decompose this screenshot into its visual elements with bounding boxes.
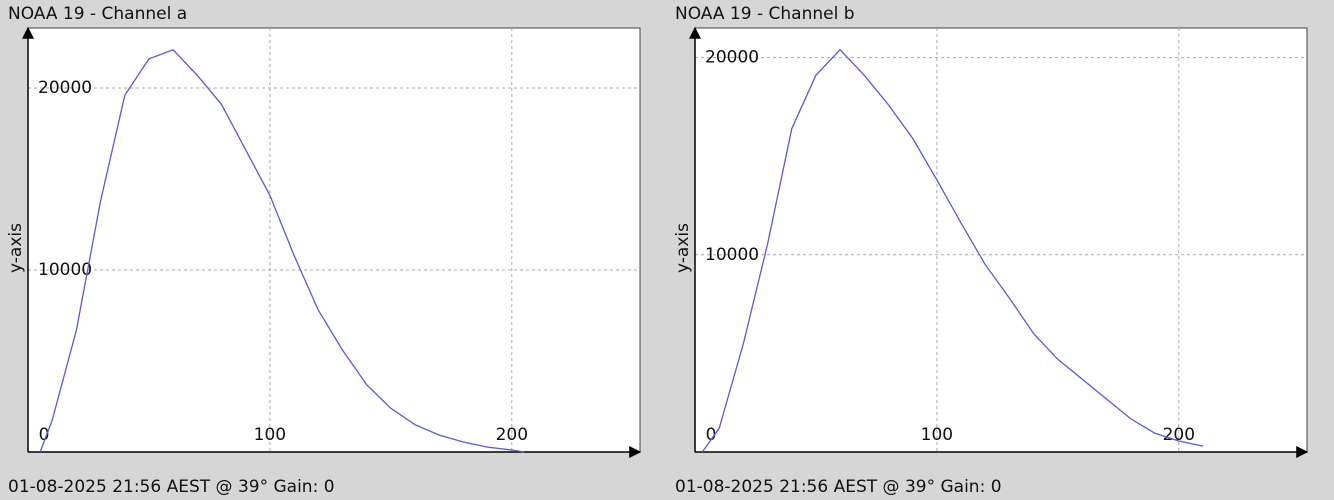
y-tick-label: 20000 [705, 48, 759, 68]
caption: 01-08-2025 21:56 AEST @ 39° Gain: 0 [675, 477, 1002, 497]
x-tick-label: 100 [921, 425, 953, 445]
x-tick-label: 200 [1163, 425, 1195, 445]
x-tick-label: 100 [254, 425, 286, 445]
y-tick-label: 10000 [705, 245, 759, 265]
chart-title: NOAA 19 - Channel a [8, 4, 187, 24]
plot-area [694, 27, 1308, 453]
plot-area [27, 27, 641, 453]
y-tick-label: 20000 [38, 78, 92, 98]
x-tick-label: 200 [496, 425, 528, 445]
chart-title: NOAA 19 - Channel b [675, 4, 855, 24]
y-axis-label: y-axis [673, 223, 693, 273]
y-axis-label: y-axis [6, 223, 26, 273]
x-tick-label: 0 [706, 425, 717, 445]
data-line [39, 49, 525, 453]
data-line [701, 48, 1204, 453]
x-tick-label: 0 [39, 425, 50, 445]
caption: 01-08-2025 21:56 AEST @ 39° Gain: 0 [8, 477, 335, 497]
y-tick-label: 10000 [38, 260, 92, 280]
